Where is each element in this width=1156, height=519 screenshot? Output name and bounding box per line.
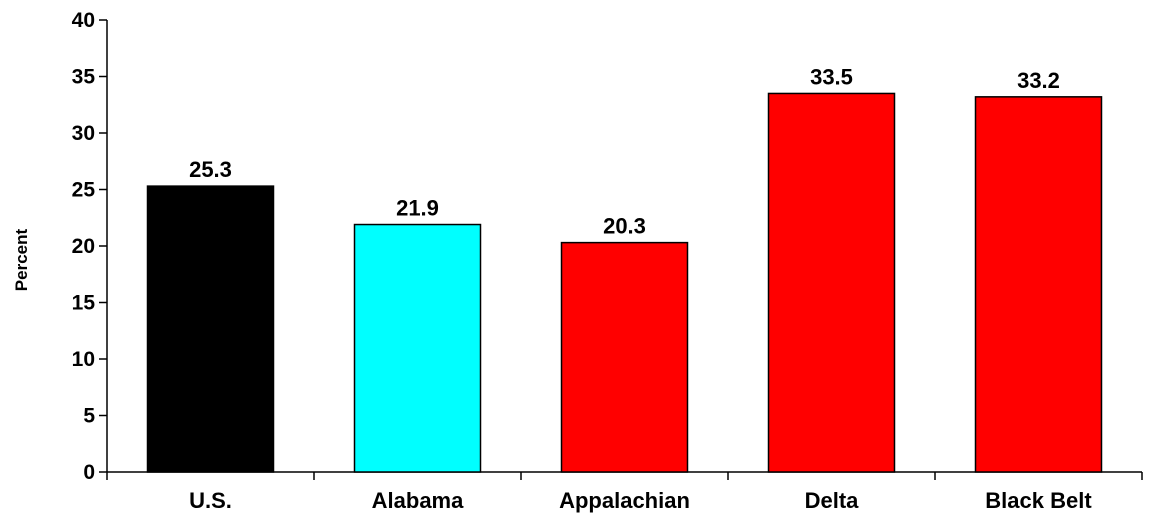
- y-tick-label: 25: [72, 179, 96, 202]
- bar: [767, 92, 896, 473]
- bar: [146, 185, 275, 473]
- data-labels: 25.3 21.9 20.3 33.5 33.2: [189, 64, 1060, 238]
- data-label: 25.3: [189, 157, 232, 182]
- category-label: Delta: [805, 488, 860, 513]
- y-tick-label: 0: [83, 461, 95, 484]
- y-tick-label: 10: [72, 348, 95, 371]
- data-label: 21.9: [396, 196, 439, 221]
- y-tick-label: 5: [83, 405, 95, 428]
- category-label: Appalachian: [559, 488, 690, 513]
- bar: [974, 96, 1103, 473]
- y-tick-label: 30: [72, 122, 95, 145]
- y-tick-label: 20: [72, 235, 95, 258]
- y-tick-label: 35: [72, 66, 96, 89]
- x-ticks: [106, 472, 1143, 480]
- bar: [560, 241, 689, 473]
- category-labels: U.S. Alabama Appalachian Delta Black Belt: [189, 488, 1092, 513]
- category-label: Black Belt: [985, 488, 1092, 513]
- y-tick-label: 40: [72, 9, 95, 32]
- y-axis-title: Percent: [12, 228, 31, 291]
- y-ticks: 0 5 10 15 20 25 30 35 40: [72, 9, 107, 484]
- data-label: 33.5: [810, 64, 853, 89]
- category-label: U.S.: [189, 488, 232, 513]
- data-label: 33.2: [1017, 68, 1060, 93]
- bars: [146, 92, 1103, 473]
- category-label: Alabama: [372, 488, 464, 513]
- bar: [353, 223, 482, 473]
- data-label: 20.3: [603, 214, 646, 239]
- y-tick-label: 15: [72, 292, 96, 315]
